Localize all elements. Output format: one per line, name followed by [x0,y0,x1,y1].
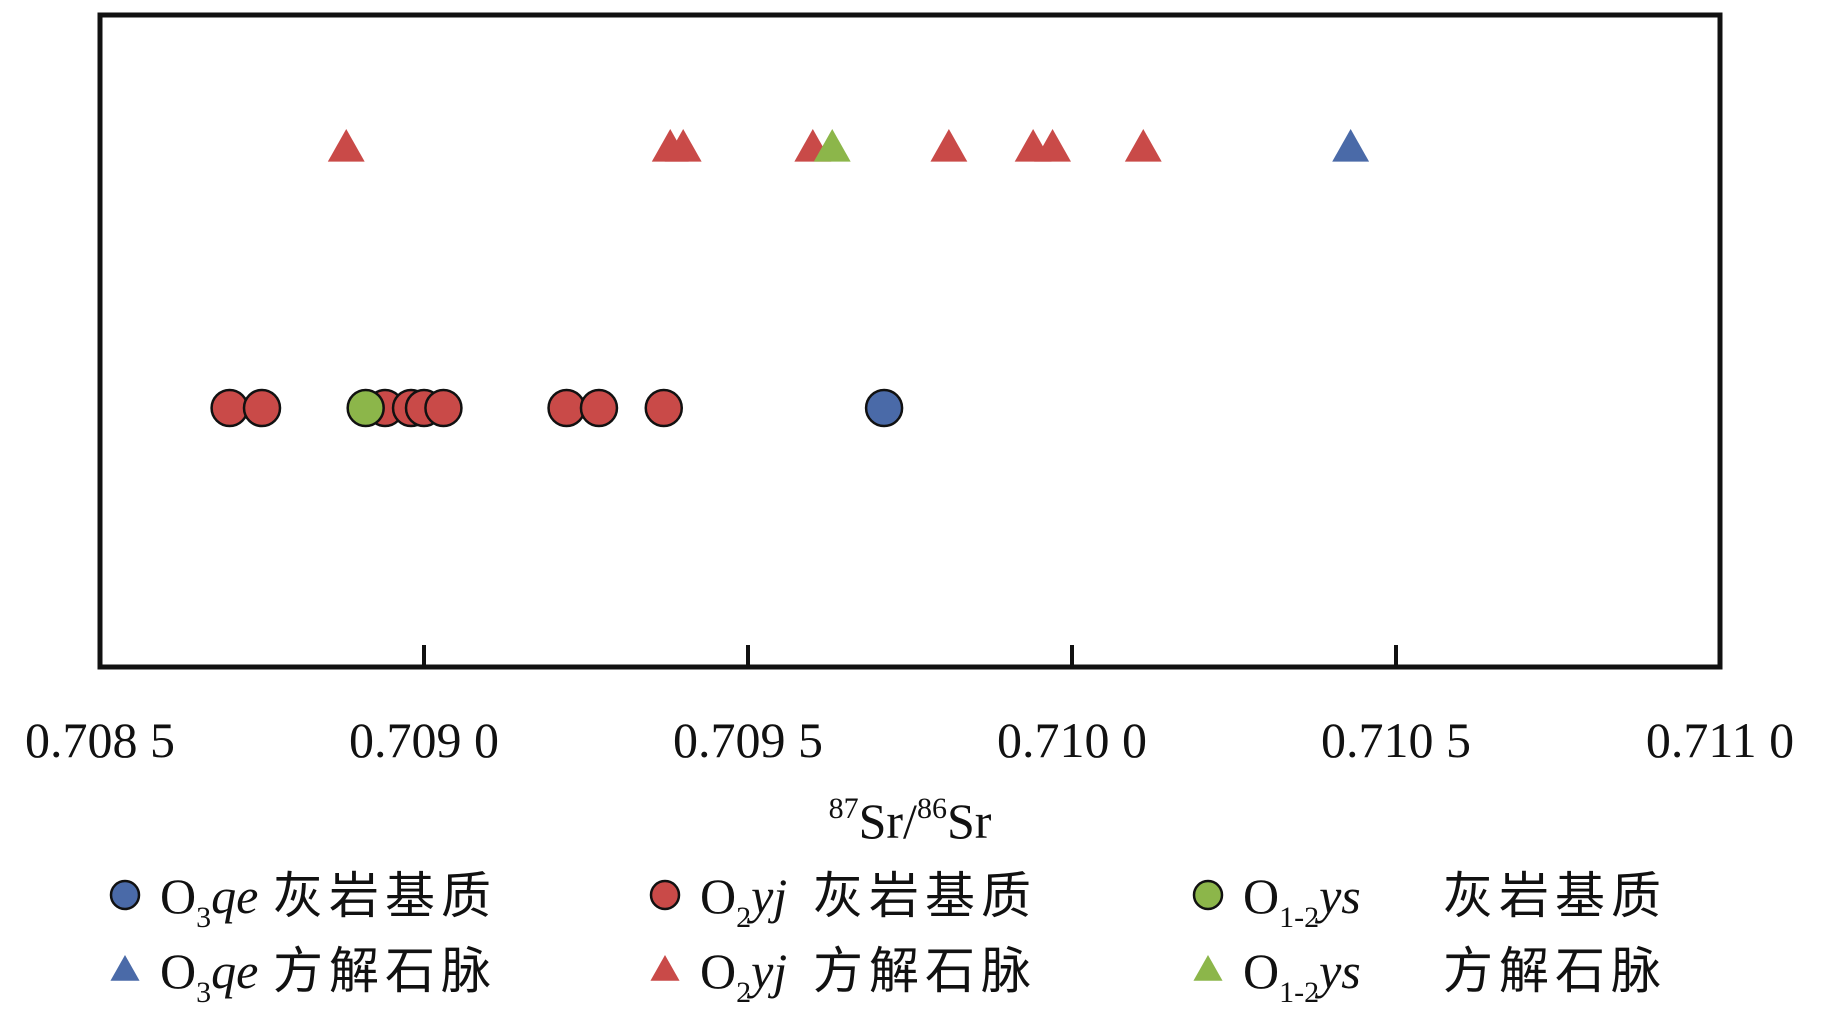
x-axis-ticks [98,645,1722,667]
x-axis-label: 87Sr/86Sr [829,792,992,849]
x-tick-label: 0.710 0 [997,712,1147,768]
o3qe_vein-legend-marker [110,955,140,981]
x-axis-tick-labels: 0.708 5 0.709 0 0.709 5 0.710 0 0.710 5 0.711… [25,712,1794,768]
x-tick-label: 0.708 5 [25,712,175,768]
data-points [210,129,1370,428]
o2yj_vein-point [327,129,365,162]
o12ys_vein-legend-rock: 方解石脉 [1443,943,1667,999]
o2yj_matrix-point [210,388,249,428]
o2yj_matrix-point [547,388,586,428]
x-tick-label: 0.711 0 [1646,712,1794,768]
o3qe_vein-point [1332,129,1370,162]
x-tick-label: 0.710 5 [1321,712,1471,768]
x-tick-label: 0.709 5 [673,712,823,768]
o2yj_vein-legend-marker [650,955,680,981]
o2yj_matrix-legend-label: O2yj [700,868,787,934]
o2yj_vein-point [930,129,968,162]
o2yj_matrix-legend-rock: 灰岩基质 [813,868,1037,924]
o2yj_vein-point [1034,129,1071,162]
o2yj_matrix-point [424,388,463,428]
o12ys_matrix-point [346,388,385,428]
o12ys_matrix-legend-label: O1-2ys [1243,868,1361,934]
o2yj_vein-point [664,129,702,162]
o12ys_matrix-legend-rock: 灰岩基质 [1443,868,1667,924]
o3qe_matrix-point [864,388,904,428]
o2yj_vein-point [1124,129,1162,162]
o2yj_matrix-point [579,388,619,428]
o3qe_matrix-legend-rock: 灰岩基质 [273,868,497,924]
o3qe_vein-legend-label: O3qe [160,943,258,1009]
o2yj_matrix-legend-marker [649,879,681,911]
o12ys_matrix-legend-marker [1192,879,1224,911]
o2yj_matrix-point [644,388,684,428]
o2yj_vein-legend-label: O2yj [700,943,787,1009]
legend: O3qe 灰岩基质 O2yj 灰岩基质 O1-2ys 灰岩基质 O3qe 方解石脉 O2yj 方解… [109,868,1667,1009]
o12ys_vein-legend-label: O1-2ys [1243,943,1361,1009]
plot-area-frame [97,12,1723,670]
o12ys_vein-point [813,129,851,162]
o2yj_vein-legend-rock: 方解石脉 [813,943,1037,999]
o3qe_vein-legend-rock: 方解石脉 [273,943,497,999]
x-tick-label: 0.709 0 [349,712,499,768]
o2yj_matrix-point [242,388,282,428]
o12ys_vein-legend-marker [1193,955,1223,981]
o3qe_matrix-legend-label: O3qe [160,868,258,934]
o3qe_matrix-legend-marker [109,879,141,911]
